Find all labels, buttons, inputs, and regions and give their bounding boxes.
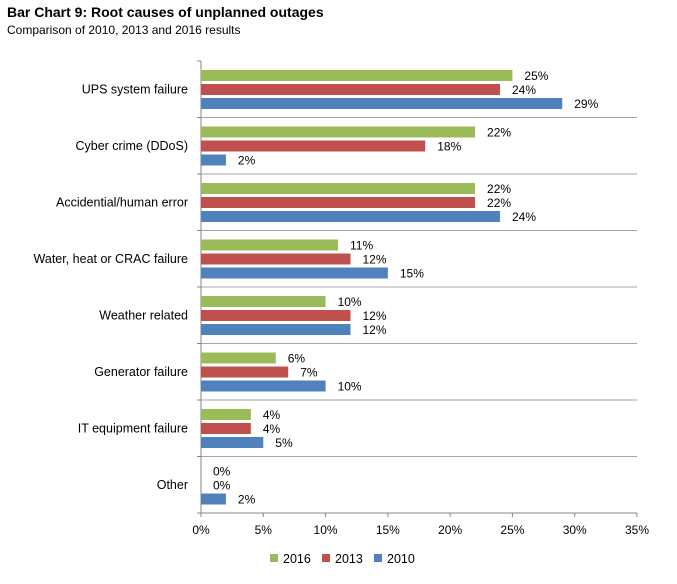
bar-2010 [201, 437, 264, 448]
bar-2016 [201, 183, 476, 194]
data-label: 2% [238, 154, 256, 168]
category-label: Weather related [99, 308, 188, 322]
data-label: 7% [300, 366, 318, 380]
bar-2016 [201, 296, 326, 307]
data-label: 11% [350, 239, 373, 253]
data-label: 15% [400, 267, 424, 281]
bar-2016 [201, 352, 276, 364]
data-label: 4% [263, 422, 281, 436]
bar-2010 [201, 324, 351, 335]
x-tick-label: 5% [255, 523, 273, 537]
category-label: UPS system failure [82, 82, 188, 96]
bar-2013 [201, 310, 351, 321]
category-label: Water, heat or CRAC failure [34, 252, 189, 266]
data-label: 29% [574, 97, 598, 111]
category-label: Cyber crime (DDoS) [75, 139, 188, 153]
data-label: 12% [362, 323, 386, 337]
x-tick-label: 0% [192, 523, 210, 537]
x-tick-label: 10% [314, 523, 338, 537]
legend-label: 2013 [335, 552, 363, 566]
data-label: 24% [512, 210, 536, 224]
legend-swatch-2010 [374, 554, 382, 562]
x-tick-label: 25% [500, 523, 524, 537]
bar-2010 [201, 267, 388, 279]
bar-2013 [201, 84, 500, 95]
data-label: 10% [338, 380, 362, 394]
data-label: 12% [362, 309, 386, 323]
bar-2010 [201, 211, 500, 222]
category-label: Other [157, 478, 188, 492]
data-label: 2% [238, 493, 256, 507]
bar-2010 [201, 98, 563, 109]
category-label: Generator failure [94, 365, 188, 379]
x-tick-label: 20% [438, 523, 462, 537]
data-label: 22% [487, 196, 511, 210]
bar-2013 [201, 253, 351, 265]
bar-2013 [201, 197, 476, 208]
data-label: 22% [487, 126, 511, 140]
data-label: 6% [288, 352, 306, 366]
bar-2016 [201, 126, 476, 138]
data-label: 5% [275, 436, 293, 450]
x-tick-label: 15% [376, 523, 400, 537]
data-label: 18% [437, 140, 461, 154]
chart-title: Bar Chart 9: Root causes of unplanned ou… [7, 4, 324, 20]
x-tick-label: 30% [563, 523, 587, 537]
bar-2010 [201, 154, 226, 166]
bar-2013 [201, 423, 251, 434]
legend-swatch-2016 [270, 554, 278, 562]
bar-2016 [201, 70, 513, 81]
bar-2016 [201, 239, 339, 251]
bar-2013 [201, 140, 426, 152]
data-label: 22% [487, 182, 511, 196]
bar-2013 [201, 366, 289, 378]
data-label: 10% [338, 295, 362, 309]
data-label: 25% [524, 69, 548, 83]
x-tick-label: 35% [625, 523, 649, 537]
data-label: 0% [213, 465, 231, 479]
legend-label: 2010 [387, 552, 415, 566]
bar-2010 [201, 380, 326, 392]
chart-subtitle: Comparison of 2010, 2013 and 2016 result… [7, 23, 241, 37]
legend-label: 2016 [283, 552, 311, 566]
data-label: 12% [362, 253, 386, 267]
legend-swatch-2013 [322, 554, 330, 562]
category-label: IT equipment failure [78, 421, 188, 435]
category-label: Accidential/human error [56, 195, 188, 209]
data-label: 0% [213, 479, 231, 493]
data-label: 24% [512, 83, 536, 97]
bar-2016 [201, 409, 251, 420]
data-label: 4% [263, 408, 281, 422]
bar-2010 [201, 493, 226, 505]
